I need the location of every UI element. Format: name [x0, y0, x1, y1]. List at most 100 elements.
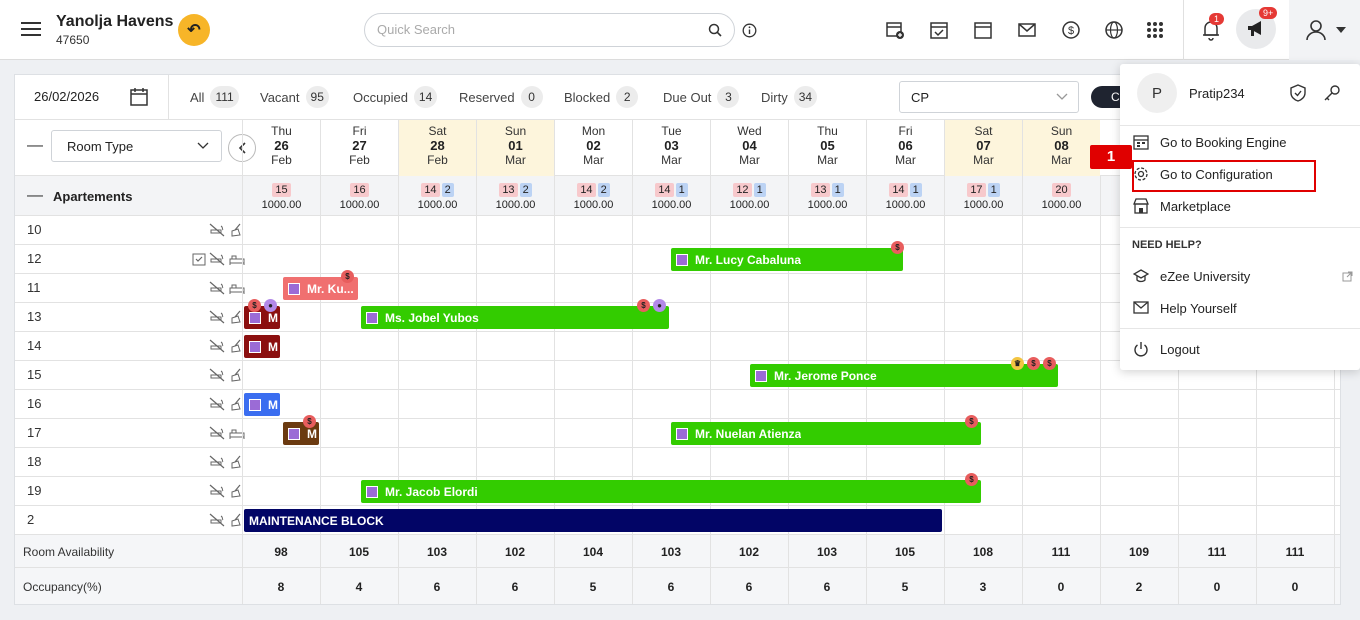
category-inventory-cell[interactable]: 14 1 1000.00	[632, 176, 710, 216]
reservation-bar[interactable]: Ms. Jobel Yubos $ ●	[361, 299, 669, 329]
collapse-category-icon[interactable]: —	[27, 187, 43, 204]
date-dow: Thu	[817, 124, 838, 138]
filter-blocked[interactable]: Blocked 2	[564, 86, 639, 108]
switch-property-button[interactable]: ↶	[178, 14, 210, 46]
date-column-header[interactable]: Sun 01 Mar	[476, 120, 554, 176]
filter-dirty[interactable]: Dirty 34	[761, 86, 818, 108]
category-inventory-cell[interactable]: 14 2 1000.00	[554, 176, 632, 216]
no-smoking-icon	[209, 455, 225, 469]
reservation-bar[interactable]: Mr. Jerome Ponce ♛ $ $	[750, 357, 1058, 387]
reservation-bar[interactable]: M	[244, 393, 280, 416]
date-column-header[interactable]: Wed 04 Mar	[710, 120, 788, 176]
date-column-header[interactable]: Thu 26 Feb	[242, 120, 320, 176]
reservation-bar[interactable]: Mr. Jacob Elordi $	[361, 473, 981, 503]
checkin-calendar-icon[interactable]	[928, 19, 950, 41]
date-column-header[interactable]: Sun 08 Mar	[1022, 120, 1100, 176]
date-column-header[interactable]: Mon 02 Mar	[554, 120, 632, 176]
reservation-bar[interactable]: Mr. Nuelan Atienza $	[671, 415, 981, 445]
date-date: 08	[1054, 138, 1069, 153]
date-column-header[interactable]: Tue 03 Mar	[632, 120, 710, 176]
available-count-badge: 17	[967, 183, 986, 197]
room-status-icons	[165, 368, 245, 385]
category-inventory-cell[interactable]: 13 1 1000.00	[788, 176, 866, 216]
category-inventory-cell[interactable]: 14 2 1000.00	[398, 176, 476, 216]
date-dow: Sat	[428, 124, 447, 138]
date-column-header[interactable]: Sat 28 Feb	[398, 120, 476, 176]
quick-search-input[interactable]	[377, 22, 697, 37]
hotel-name: Yanolja Havens	[56, 13, 174, 30]
filter-vacant[interactable]: Vacant 95	[260, 86, 329, 108]
hotel-code: 47650	[56, 33, 90, 47]
room-row: 14	[15, 332, 1340, 361]
search-icon[interactable]	[708, 23, 722, 40]
maintenance-block-bar[interactable]: MAINTENANCE BLOCK	[244, 509, 942, 532]
key-icon[interactable]	[1323, 84, 1341, 105]
filter-due-out[interactable]: Due Out 3	[663, 86, 740, 108]
date-column-header[interactable]: Fri 06 Mar	[866, 120, 944, 176]
filter-reserved[interactable]: Reserved 0	[459, 86, 543, 108]
room-number: 13	[27, 309, 42, 324]
filter-all[interactable]: All 111	[190, 86, 239, 108]
grid-column-line	[1256, 568, 1257, 604]
occupancy-value: 0	[1213, 580, 1221, 594]
date-column-header[interactable]: Sat 07 Mar	[944, 120, 1022, 176]
menu-item-configuration[interactable]: Go to Configuration	[1132, 162, 1352, 186]
menu-item-ezee-university[interactable]: eZee University	[1132, 264, 1352, 288]
date-column-header[interactable]: Fri 27 Feb	[320, 120, 398, 176]
room-number: 11	[27, 280, 41, 295]
room-number: 16	[27, 396, 42, 411]
mail-icon[interactable]	[1016, 19, 1038, 41]
occupancy-value: 8	[277, 580, 285, 594]
calendar-icon[interactable]	[972, 19, 994, 41]
category-inventory-cell[interactable]: 13 2 1000.00	[476, 176, 554, 216]
room-status-icons	[165, 310, 245, 327]
currency-icon[interactable]: $	[1060, 19, 1082, 41]
top-bar: Yanolja Havens 47650 ↶ $ 1 9+	[0, 0, 1360, 60]
apps-grid-icon[interactable]	[1144, 19, 1166, 41]
menu-item-booking-engine[interactable]: Go to Booking Engine	[1132, 130, 1352, 154]
reservation-bar[interactable]: M $	[283, 415, 319, 445]
add-reservation-icon[interactable]	[884, 19, 906, 41]
menu-item-help-yourself[interactable]: Help Yourself	[1132, 296, 1352, 320]
category-inventory-cell[interactable]: 14 1 1000.00	[866, 176, 944, 216]
menu-item-marketplace[interactable]: Marketplace	[1132, 194, 1352, 218]
category-inventory-cell[interactable]: 16 1000.00	[320, 176, 398, 216]
category-inventory-cell[interactable]: 15 1000.00	[242, 176, 320, 216]
user-dropdown-menu: P Pratip234 Go to Booking Engine Go to C…	[1120, 64, 1360, 370]
bed-icon	[229, 284, 245, 294]
grid-column-line	[242, 568, 243, 604]
category-inventory-cell[interactable]: 20 1000.00	[1022, 176, 1100, 216]
hamburger-menu-icon[interactable]	[21, 22, 41, 36]
reservation-bar[interactable]: Mr. Ku... $	[283, 270, 358, 300]
info-icon[interactable]	[742, 23, 757, 41]
grid-column-line	[788, 535, 789, 567]
guest-name: Mr. Jacob Elordi	[385, 484, 478, 499]
globe-icon[interactable]	[1103, 19, 1125, 41]
menu-item-logout[interactable]: Logout	[1132, 337, 1352, 361]
category-inventory-cell[interactable]: 17 1 1000.00	[944, 176, 1022, 216]
category-inventory-cell[interactable]: 12 1 1000.00	[710, 176, 788, 216]
grid-column-line	[944, 535, 945, 567]
filter-occupied[interactable]: Occupied 14	[353, 86, 438, 108]
room-type-select[interactable]: Room Type	[51, 130, 222, 162]
housekeeping-broom-icon	[231, 397, 241, 411]
collapse-all-icon[interactable]: —	[27, 137, 43, 154]
user-menu-button[interactable]	[1289, 0, 1360, 60]
menu-divider	[1120, 227, 1360, 228]
booking-engine-icon	[1132, 134, 1150, 150]
reservation-bar[interactable]: M $ ●	[244, 299, 280, 329]
date-dow: Sat	[974, 124, 993, 138]
housekeeping-broom-icon	[231, 513, 241, 527]
rate-plan-select[interactable]: CP	[899, 81, 1079, 113]
date-picker-icon[interactable]	[129, 87, 149, 110]
rate-price: 1000.00	[261, 199, 302, 211]
date-month: Mar	[739, 153, 760, 167]
date-column-header[interactable]: Thu 05 Mar	[788, 120, 866, 176]
room-row: 18	[15, 448, 1340, 477]
availability-value: 111	[1285, 545, 1305, 559]
reservation-bar[interactable]: M	[244, 335, 280, 358]
reservation-bar[interactable]: Mr. Lucy Cabaluna $	[671, 241, 904, 271]
availability-value: 104	[582, 545, 604, 559]
room-row: 12	[15, 245, 1340, 274]
shield-icon[interactable]	[1289, 84, 1307, 105]
